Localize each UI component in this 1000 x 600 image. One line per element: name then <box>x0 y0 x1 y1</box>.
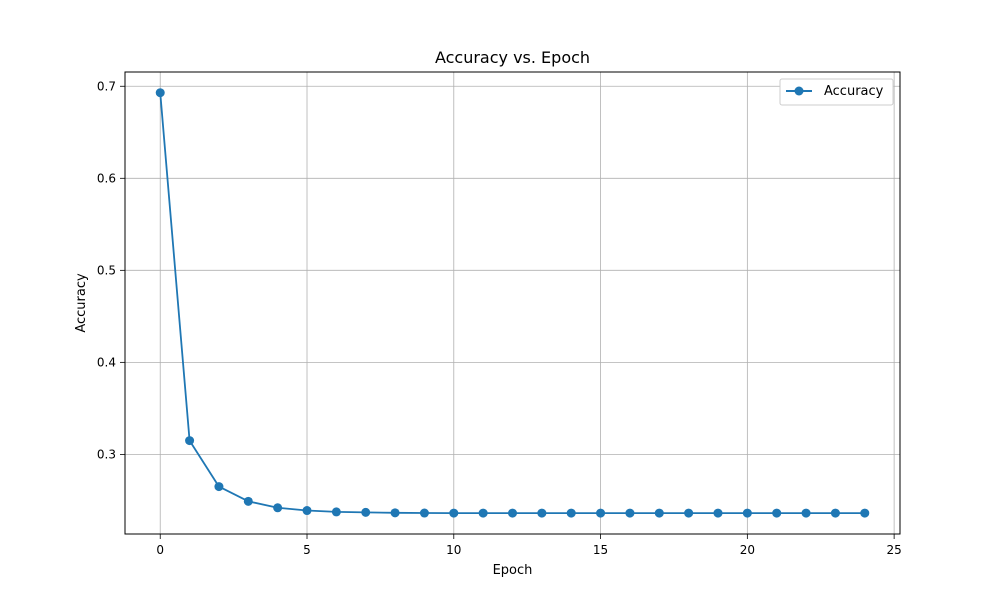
data-point <box>155 88 165 98</box>
y-tick-label: 0.7 <box>97 79 116 93</box>
grid <box>125 72 900 534</box>
x-axis-label: Epoch <box>493 563 533 578</box>
data-point <box>713 508 723 518</box>
x-tick-label: 15 <box>593 543 608 557</box>
y-tick-label: 0.3 <box>97 447 116 461</box>
data-point <box>331 507 341 517</box>
x-tick-label: 0 <box>156 543 164 557</box>
data-point <box>508 508 517 518</box>
legend: Accuracy <box>779 78 894 106</box>
data-point <box>390 508 400 518</box>
y-tick-label: 0.6 <box>97 171 116 185</box>
data-point <box>742 508 752 518</box>
data-point <box>654 508 664 518</box>
x-tick-label: 5 <box>303 543 311 557</box>
x-tick-label: 25 <box>886 543 901 557</box>
data-point <box>419 508 429 518</box>
data-point <box>478 508 488 518</box>
data-point <box>684 508 694 518</box>
x-tick-label: 10 <box>446 543 461 557</box>
x-axis: 0 5 10 15 20 25 <box>156 534 902 557</box>
data-point <box>302 506 312 516</box>
legend-marker-accuracy <box>794 86 804 96</box>
data-point <box>273 503 283 513</box>
data-point <box>537 508 547 518</box>
data-point <box>243 496 253 506</box>
chart-title: Accuracy vs. Epoch <box>435 48 590 67</box>
y-tick-label: 0.4 <box>97 355 116 369</box>
series-accuracy <box>155 88 870 518</box>
data-point <box>449 508 459 518</box>
legend-label-accuracy: Accuracy <box>824 84 884 99</box>
x-tick-label: 20 <box>740 543 755 557</box>
data-point <box>361 507 371 517</box>
y-axis-label: Accuracy <box>74 273 89 333</box>
data-point <box>801 508 811 518</box>
data-point <box>625 508 635 518</box>
data-point <box>185 436 195 446</box>
data-point <box>772 508 782 518</box>
y-tick-label: 0.5 <box>97 263 116 277</box>
data-point <box>214 482 224 492</box>
plot-area-frame <box>124 71 901 535</box>
y-axis: 0.3 0.4 0.5 0.6 0.7 <box>97 79 125 461</box>
data-point <box>596 508 606 518</box>
legend-box <box>779 78 894 106</box>
series-line-accuracy <box>159 92 865 515</box>
data-point <box>860 508 870 518</box>
data-point <box>830 508 840 518</box>
data-point <box>566 508 576 518</box>
